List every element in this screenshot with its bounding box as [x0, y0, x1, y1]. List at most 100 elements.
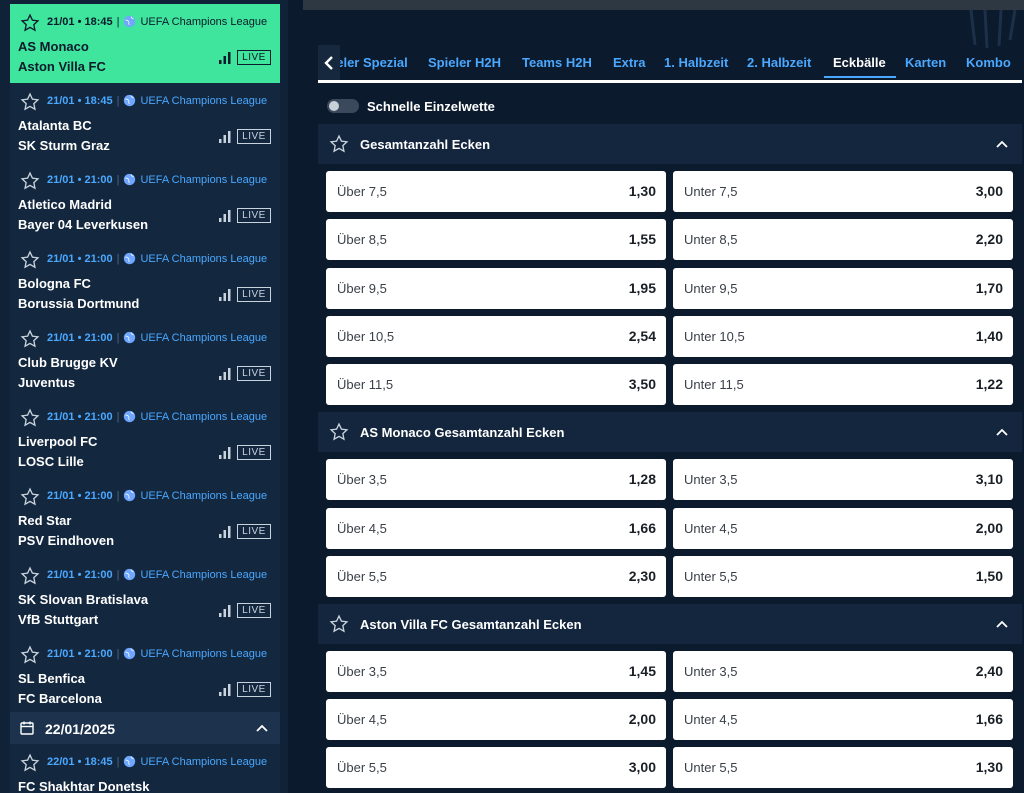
away-team: VfB Stuttgart: [18, 612, 99, 627]
odds-value: 2,00: [628, 711, 656, 727]
star-icon[interactable]: [20, 329, 40, 349]
stats-icon[interactable]: [219, 210, 231, 222]
odds-button[interactable]: Unter 7,5 3,00: [673, 171, 1013, 212]
odds-button[interactable]: Unter 5,5 1,30: [673, 747, 1013, 788]
star-icon[interactable]: [20, 645, 40, 665]
match-time: 21/01 • 21:00: [47, 489, 113, 502]
odds-value: 1,22: [975, 376, 1003, 392]
odds-button[interactable]: Unter 8,5 2,20: [673, 219, 1013, 260]
odds-button[interactable]: Unter 3,5 2,40: [673, 651, 1013, 692]
odds-button[interactable]: Über 11,5 3,50: [326, 364, 666, 405]
star-icon[interactable]: [329, 422, 349, 442]
match-item[interactable]: 21/01 • 21:00 | UEFA Champions League SK…: [10, 557, 280, 636]
live-badge: LIVE: [237, 129, 271, 144]
tab-teams-h2h[interactable]: Teams H2H: [522, 55, 592, 70]
odds-value: 1,66: [628, 520, 656, 536]
stats-icon[interactable]: [219, 684, 231, 696]
odds-value: 1,66: [975, 711, 1003, 727]
odds-button[interactable]: Über 9,5 1,95: [326, 268, 666, 309]
stats-icon[interactable]: [219, 289, 231, 301]
odds-button[interactable]: Über 4,5 1,66: [326, 508, 666, 549]
separator: |: [116, 173, 120, 186]
odds-button[interactable]: Unter 5,5 1,50: [673, 556, 1013, 597]
odds-label: Über 4,5: [337, 712, 387, 727]
tabs-scroll-left-button[interactable]: [318, 45, 340, 81]
chevron-up-icon[interactable]: [996, 427, 1008, 437]
market-tabs: Spieler Spezial Spieler H2H Teams H2H Ex…: [321, 55, 1021, 75]
odds-button[interactable]: Unter 4,5 1,66: [673, 699, 1013, 740]
odds-button[interactable]: Über 4,5 2,00: [326, 699, 666, 740]
away-team: LOSC Lille: [18, 454, 84, 469]
chevron-up-icon[interactable]: [256, 723, 268, 733]
star-icon[interactable]: [329, 134, 349, 154]
odds-label: Unter 9,5: [684, 281, 738, 296]
match-time: 21/01 • 18:45: [47, 94, 113, 107]
stats-icon[interactable]: [219, 605, 231, 617]
match-item[interactable]: 21/01 • 21:00 | UEFA Champions League Cl…: [10, 320, 280, 399]
star-icon[interactable]: [20, 92, 40, 112]
globe-icon: [124, 568, 136, 581]
match-meta: 21/01 • 21:00 | UEFA Champions League: [47, 173, 273, 186]
match-item[interactable]: 21/01 • 21:00 | UEFA Champions League At…: [10, 162, 280, 241]
stats-icon[interactable]: [219, 526, 231, 538]
odds-button[interactable]: Über 10,5 2,54: [326, 316, 666, 357]
odds-button[interactable]: Über 3,5 1,28: [326, 459, 666, 500]
stats-icon[interactable]: [219, 131, 231, 143]
star-icon[interactable]: [20, 171, 40, 191]
quick-bet-toggle[interactable]: [327, 99, 359, 113]
odds-button[interactable]: Unter 4,5 2,00: [673, 508, 1013, 549]
match-item[interactable]: 21/01 • 21:00 | UEFA Champions League Li…: [10, 399, 280, 478]
match-time: 21/01 • 21:00: [47, 331, 113, 344]
odds-value: 1,30: [628, 183, 656, 199]
odds-button[interactable]: Über 8,5 1,55: [326, 219, 666, 260]
match-item[interactable]: 22/01 • 18:45 | UEFA Champions League FC…: [10, 744, 280, 793]
market-header[interactable]: Gesamtanzahl Ecken: [318, 124, 1022, 164]
star-icon[interactable]: [20, 13, 40, 33]
tabs-divider: [318, 80, 1022, 83]
star-icon[interactable]: [329, 614, 349, 634]
date-group-header[interactable]: 22/01/2025: [10, 712, 280, 744]
tab-spieler-h2h[interactable]: Spieler H2H: [428, 55, 501, 70]
match-item[interactable]: 21/01 • 18:45 | UEFA Champions League At…: [10, 83, 280, 162]
odds-value: 2,40: [975, 663, 1003, 679]
tab-spieler-spezial[interactable]: Spieler Spezial: [321, 55, 408, 70]
odds-button[interactable]: Über 7,5 1,30: [326, 171, 666, 212]
odds-button[interactable]: Unter 3,5 3,10: [673, 459, 1013, 500]
odds-button[interactable]: Über 5,5 2,30: [326, 556, 666, 597]
globe-icon: [124, 755, 136, 768]
tab-kombo[interactable]: Kombo: [966, 55, 1011, 70]
stats-icon[interactable]: [219, 447, 231, 459]
stats-icon[interactable]: [219, 52, 231, 64]
market-header[interactable]: Aston Villa FC Gesamtanzahl Ecken: [318, 604, 1022, 644]
chevron-up-icon[interactable]: [996, 139, 1008, 149]
active-tab-indicator: [824, 76, 896, 78]
match-item[interactable]: 21/01 • 21:00 | UEFA Champions League Re…: [10, 478, 280, 557]
stats-icon[interactable]: [219, 368, 231, 380]
tab-extra[interactable]: Extra: [613, 55, 646, 70]
tab-karten[interactable]: Karten: [905, 55, 947, 70]
tab-1-halbzeit[interactable]: 1. Halbzeit: [664, 55, 729, 70]
tab-eckbaelle[interactable]: Eckbälle: [833, 55, 886, 70]
odds-button[interactable]: Über 3,5 1,45: [326, 651, 666, 692]
odds-button[interactable]: Unter 11,5 1,22: [673, 364, 1013, 405]
away-team: Bayer 04 Leverkusen: [18, 217, 149, 232]
home-team: AS Monaco: [18, 39, 89, 54]
star-icon[interactable]: [20, 250, 40, 270]
star-icon[interactable]: [20, 487, 40, 507]
separator: |: [116, 410, 120, 423]
odds-button[interactable]: Über 5,5 3,00: [326, 747, 666, 788]
star-icon[interactable]: [20, 566, 40, 586]
away-team: Juventus: [18, 375, 76, 390]
star-icon[interactable]: [20, 408, 40, 428]
match-item[interactable]: 21/01 • 18:45 | UEFA Champions League AS…: [10, 4, 280, 83]
match-item[interactable]: 21/01 • 21:00 | UEFA Champions League Bo…: [10, 241, 280, 320]
chevron-up-icon[interactable]: [996, 619, 1008, 629]
odds-label: Über 3,5: [337, 472, 387, 487]
odds-button[interactable]: Unter 9,5 1,70: [673, 268, 1013, 309]
tab-2-halbzeit[interactable]: 2. Halbzeit: [747, 55, 812, 70]
match-meta: 21/01 • 21:00 | UEFA Champions League: [47, 331, 273, 344]
odds-button[interactable]: Unter 10,5 1,40: [673, 316, 1013, 357]
star-icon[interactable]: [20, 753, 40, 773]
market-header[interactable]: AS Monaco Gesamtanzahl Ecken: [318, 412, 1022, 452]
match-item[interactable]: 21/01 • 21:00 | UEFA Champions League SL…: [10, 636, 280, 715]
